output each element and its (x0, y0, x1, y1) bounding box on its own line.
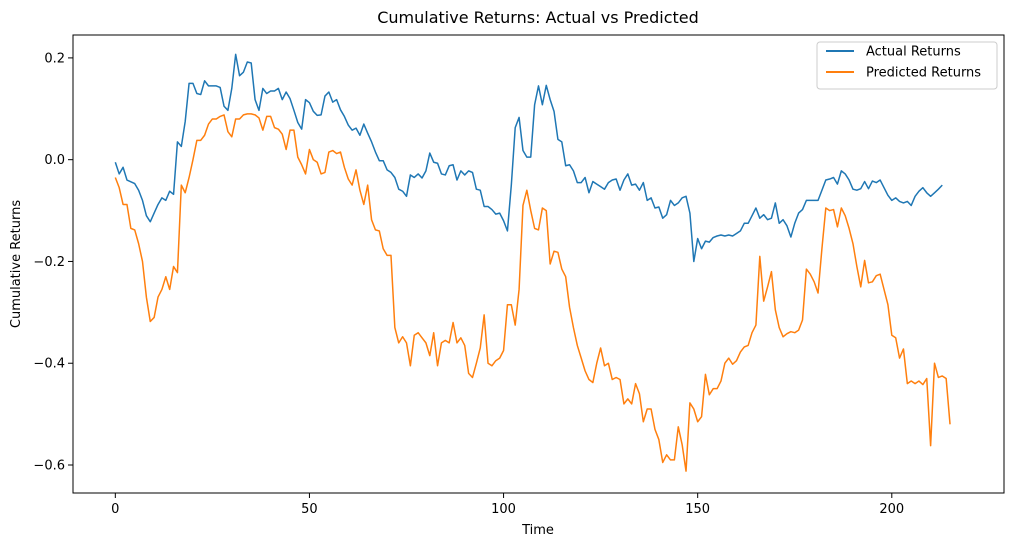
series-layer (114, 53, 951, 472)
legend-label-predicted: Predicted Returns (866, 66, 981, 81)
legend: Actual Returns Predicted Returns (816, 41, 998, 90)
x-tick-label: 100 (491, 502, 516, 517)
legend-box (816, 41, 998, 90)
y-axis-label: Cumulative Returns (9, 200, 24, 328)
y-tick-label: 0.2 (44, 51, 65, 66)
legend-label-actual: Actual Returns (866, 45, 961, 60)
y-axis: −0.6 −0.4 −0.2 0.0 0.2 (33, 51, 73, 474)
chart-title: Cumulative Returns: Actual vs Predicted (377, 8, 699, 27)
x-tick-label: 200 (879, 502, 904, 517)
y-tick-label: −0.4 (33, 357, 65, 372)
plot-area (72, 34, 1005, 494)
x-tick-label: 50 (301, 502, 318, 517)
x-tick-label: 0 (111, 502, 119, 517)
x-axis-label: Time (521, 523, 554, 538)
y-tick-label: −0.2 (33, 255, 65, 270)
series-line-predicted (114, 113, 951, 472)
plot-frame (72, 34, 1005, 494)
x-tick-label: 150 (685, 502, 710, 517)
y-tick-label: −0.6 (33, 459, 65, 474)
x-axis: 0 50 100 150 200 (111, 493, 904, 517)
series-line-actual (114, 53, 943, 263)
y-tick-label: 0.0 (44, 153, 65, 168)
